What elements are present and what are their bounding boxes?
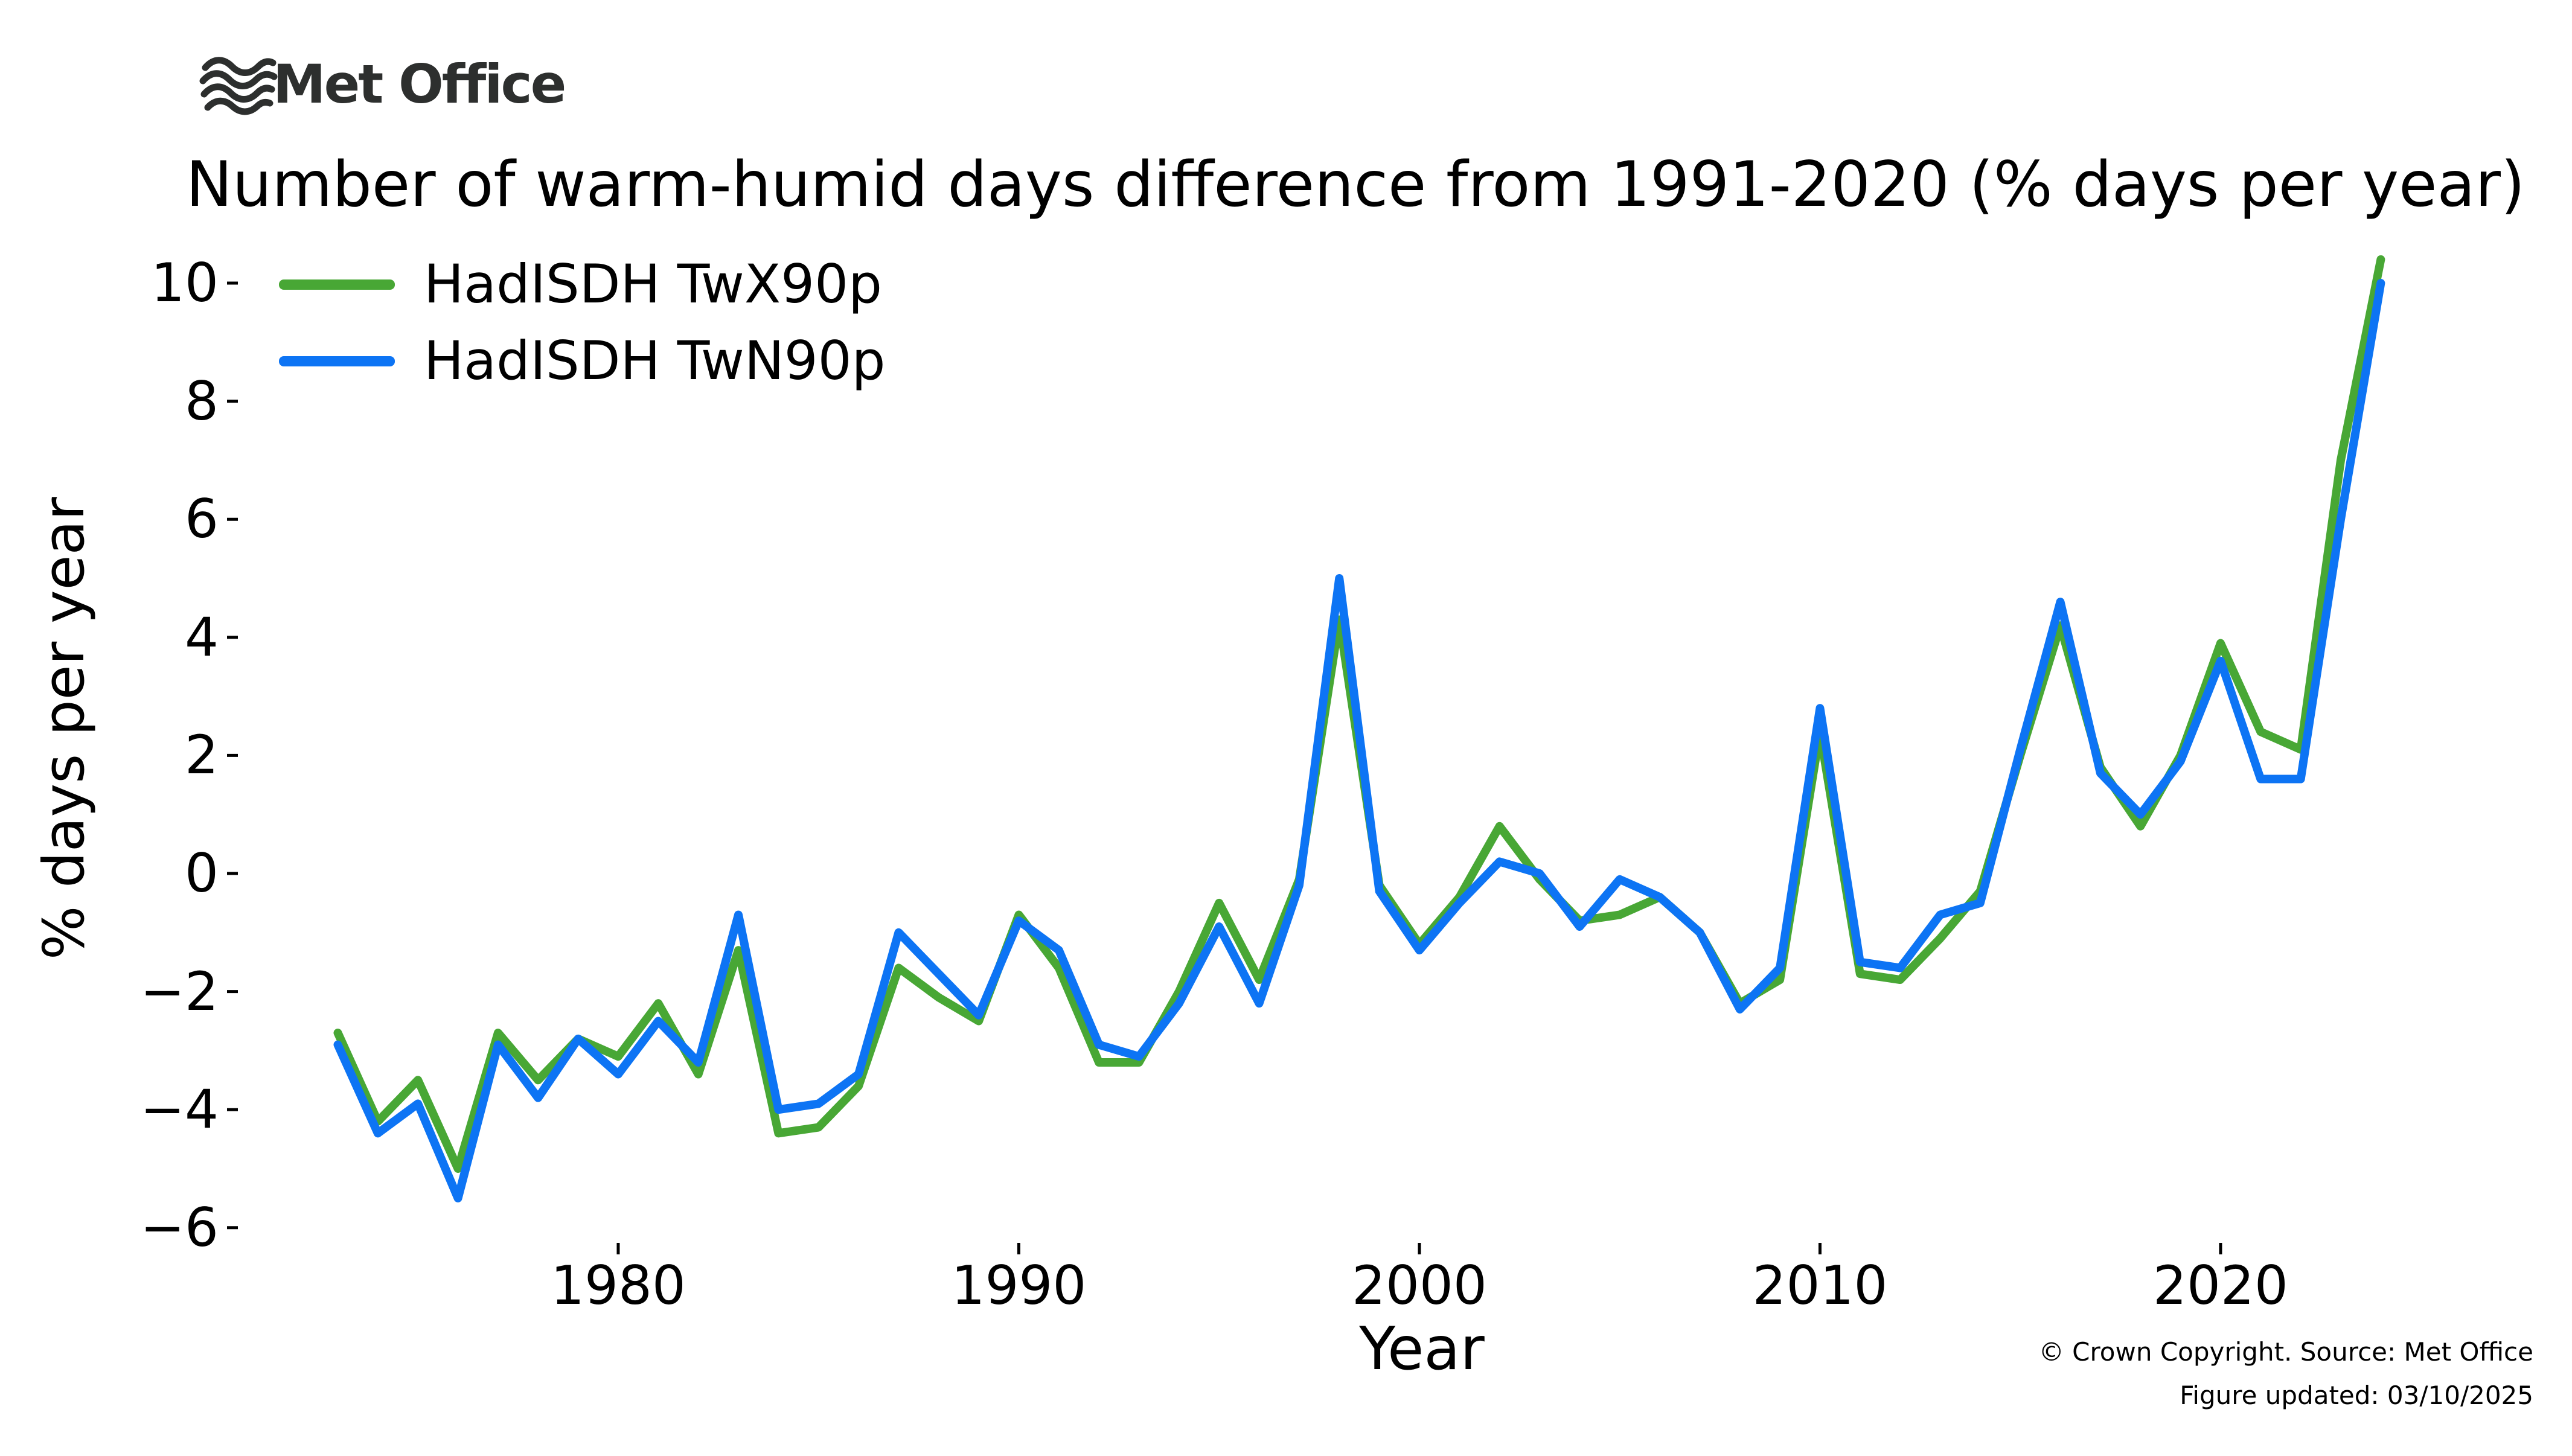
y-tick-0: 0 [185,842,219,904]
chart-title: Number of warm-humid days difference fro… [185,148,2526,221]
y-tick-4: 4 [185,605,219,668]
axis-tick-marks [227,281,2222,1254]
y-tick-8: 8 [185,369,219,432]
x-tick-1990: 1990 [951,1254,1087,1317]
y-tick-−6: −6 [140,1196,219,1259]
y-tick-2: 2 [185,724,219,787]
y-tick-−4: −4 [140,1078,219,1141]
legend-label-twx90p: HadISDH TwX90p [424,253,882,315]
met-office-logo-text: Met Office [273,53,566,115]
legend-swatch-twn90p [279,356,395,366]
line-hadisdh-twn90p [333,279,2385,1202]
x-tick-2000: 2000 [1351,1254,1487,1317]
figure-updated-text: Figure updated: 03/10/2025 [2180,1381,2533,1410]
legend-label-twn90p: HadISDH TwN90p [424,330,886,392]
x-tick-1980: 1980 [550,1254,686,1317]
y-tick-−2: −2 [140,960,219,1023]
data-series-lines [333,255,2385,1202]
x-axis-label: Year [1359,1315,1485,1384]
legend-swatch-twx90p [279,279,395,290]
x-tick-2020: 2020 [2152,1254,2288,1317]
y-tick-6: 6 [185,488,219,551]
copyright-text: © Crown Copyright. Source: Met Office [2038,1337,2533,1367]
met-office-logo-icon [199,57,278,115]
y-tick-10: 10 [151,252,219,314]
x-tick-2010: 2010 [1752,1254,1888,1317]
